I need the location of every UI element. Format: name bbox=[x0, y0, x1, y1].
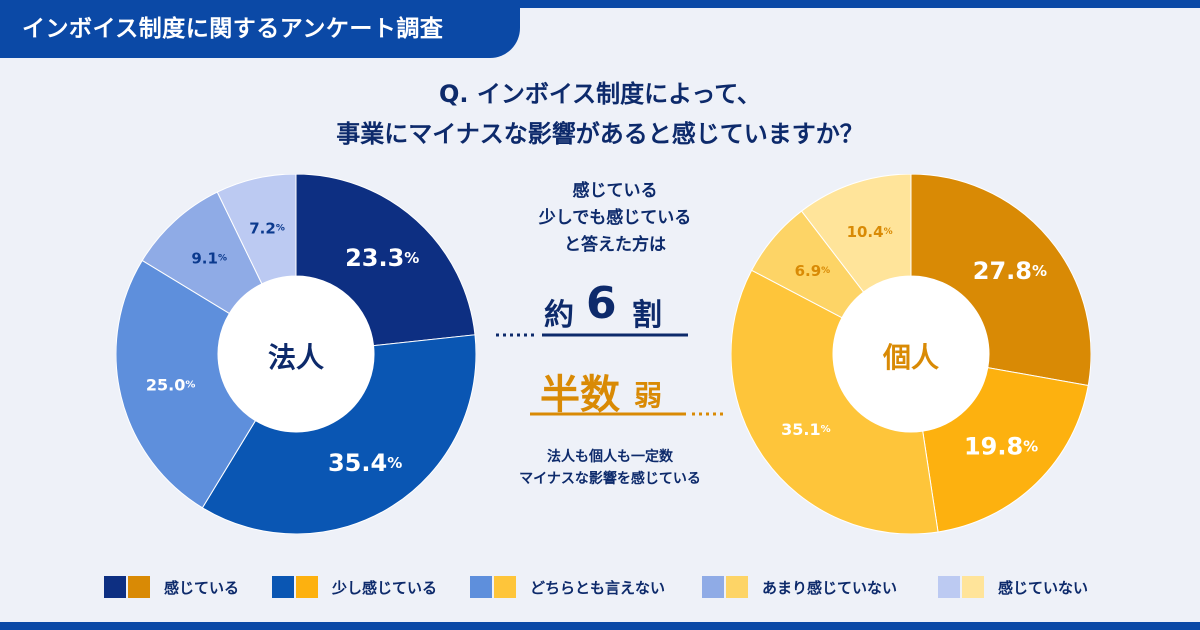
legend-swatch-indiv bbox=[296, 576, 318, 598]
indiv-result: 半数 弱 bbox=[540, 362, 700, 418]
legend: 感じている 少し感じている どちらとも言えない あまり感じていない 感じていない bbox=[0, 572, 1200, 602]
indiv-result-main: 半数 bbox=[540, 372, 620, 418]
lead-line-2: 少しでも感じている bbox=[538, 208, 692, 228]
top-accent-bar bbox=[0, 0, 1200, 8]
indiv-slice-label-1: 27.8% bbox=[973, 257, 1047, 285]
indiv-slice-label-4: 6.9% bbox=[795, 262, 831, 280]
corp-result-leader bbox=[496, 333, 688, 337]
corp-result: 約 6 割 bbox=[540, 278, 690, 333]
note-line-2: マイナスな影響を感じている bbox=[519, 471, 701, 487]
legend-item-2: 少し感じている bbox=[272, 572, 437, 602]
legend-item-5: 感じていない bbox=[938, 572, 1088, 602]
legend-item-1: 感じている bbox=[104, 572, 239, 602]
question-line-1: Q. インボイス制度によって、 bbox=[438, 80, 762, 108]
center-lead-text: 感じている 少しでも感じている と答えた方は bbox=[500, 178, 730, 259]
legend-swatch-corp bbox=[702, 576, 724, 598]
survey-question: Q. インボイス制度によって、 事業にマイナスな影響があると感じていますか？ bbox=[0, 74, 1200, 154]
legend-label: どちらとも言えない bbox=[530, 578, 666, 597]
legend-swatch-corp bbox=[470, 576, 492, 598]
legend-swatch-corp bbox=[104, 576, 126, 598]
lead-line-3: と答えた方は bbox=[564, 235, 666, 255]
note-line-1: 法人も個人も一定数 bbox=[547, 449, 673, 465]
indiv-slice-3 bbox=[731, 269, 939, 534]
legend-swatch-corp bbox=[272, 576, 294, 598]
indiv-slice-label-3: 35.1% bbox=[781, 419, 831, 438]
indiv-result-leader bbox=[530, 412, 726, 416]
corp-result-num: 6 bbox=[586, 278, 617, 329]
corp-slice-label-1: 23.3% bbox=[345, 244, 419, 272]
legend-swatch-indiv bbox=[494, 576, 516, 598]
legend-item-3: どちらとも言えない bbox=[470, 572, 665, 602]
indiv-chart-title: 個人 bbox=[882, 341, 939, 374]
legend-label: 少し感じている bbox=[332, 578, 438, 597]
corp-chart-title: 法人 bbox=[267, 341, 324, 374]
corp-donut-hole bbox=[218, 276, 374, 432]
corp-slice-label-5: 7.2% bbox=[249, 219, 285, 237]
legend-swatch-indiv bbox=[726, 576, 748, 598]
indiv-slice-label-5: 10.4% bbox=[847, 223, 893, 241]
legend-item-4: あまり感じていない bbox=[702, 572, 897, 602]
legend-label: 感じていない bbox=[998, 578, 1089, 597]
corp-slice-label-4: 9.1% bbox=[191, 250, 227, 268]
corp-slice-label-2: 35.4% bbox=[328, 449, 402, 477]
header-title: インボイス制度に関するアンケート調査 bbox=[22, 16, 444, 42]
indiv-slice-label-2: 19.8% bbox=[964, 432, 1038, 460]
legend-swatch-corp bbox=[938, 576, 960, 598]
indiv-donut-chart: 27.8% 19.8% 35.1% 6.9% 10.4% bbox=[731, 174, 1091, 534]
indiv-slice-5 bbox=[800, 174, 912, 293]
lead-line-1: 感じている bbox=[572, 181, 658, 201]
bottom-accent-bar bbox=[0, 622, 1200, 630]
legend-label: 感じている bbox=[164, 578, 240, 597]
summary-note: 法人も個人も一定数 マイナスな影響を感じている bbox=[490, 446, 730, 490]
corp-donut-chart: 23.3% 35.4% 25.0% 9.1% 7.2% bbox=[116, 174, 476, 534]
legend-label: あまり感じていない bbox=[762, 578, 898, 597]
corp-slice-label-3: 25.0% bbox=[146, 375, 196, 394]
page-header: インボイス制度に関するアンケート調査 bbox=[0, 0, 520, 58]
legend-swatch-indiv bbox=[962, 576, 984, 598]
corp-result-post: 割 bbox=[632, 298, 662, 333]
question-line-2: 事業にマイナスな影響があると感じていますか？ bbox=[336, 120, 864, 148]
corp-result-pre: 約 bbox=[544, 298, 574, 333]
indiv-result-suffix: 弱 bbox=[634, 379, 663, 412]
legend-swatch-indiv bbox=[128, 576, 150, 598]
indiv-donut-hole bbox=[833, 276, 989, 432]
